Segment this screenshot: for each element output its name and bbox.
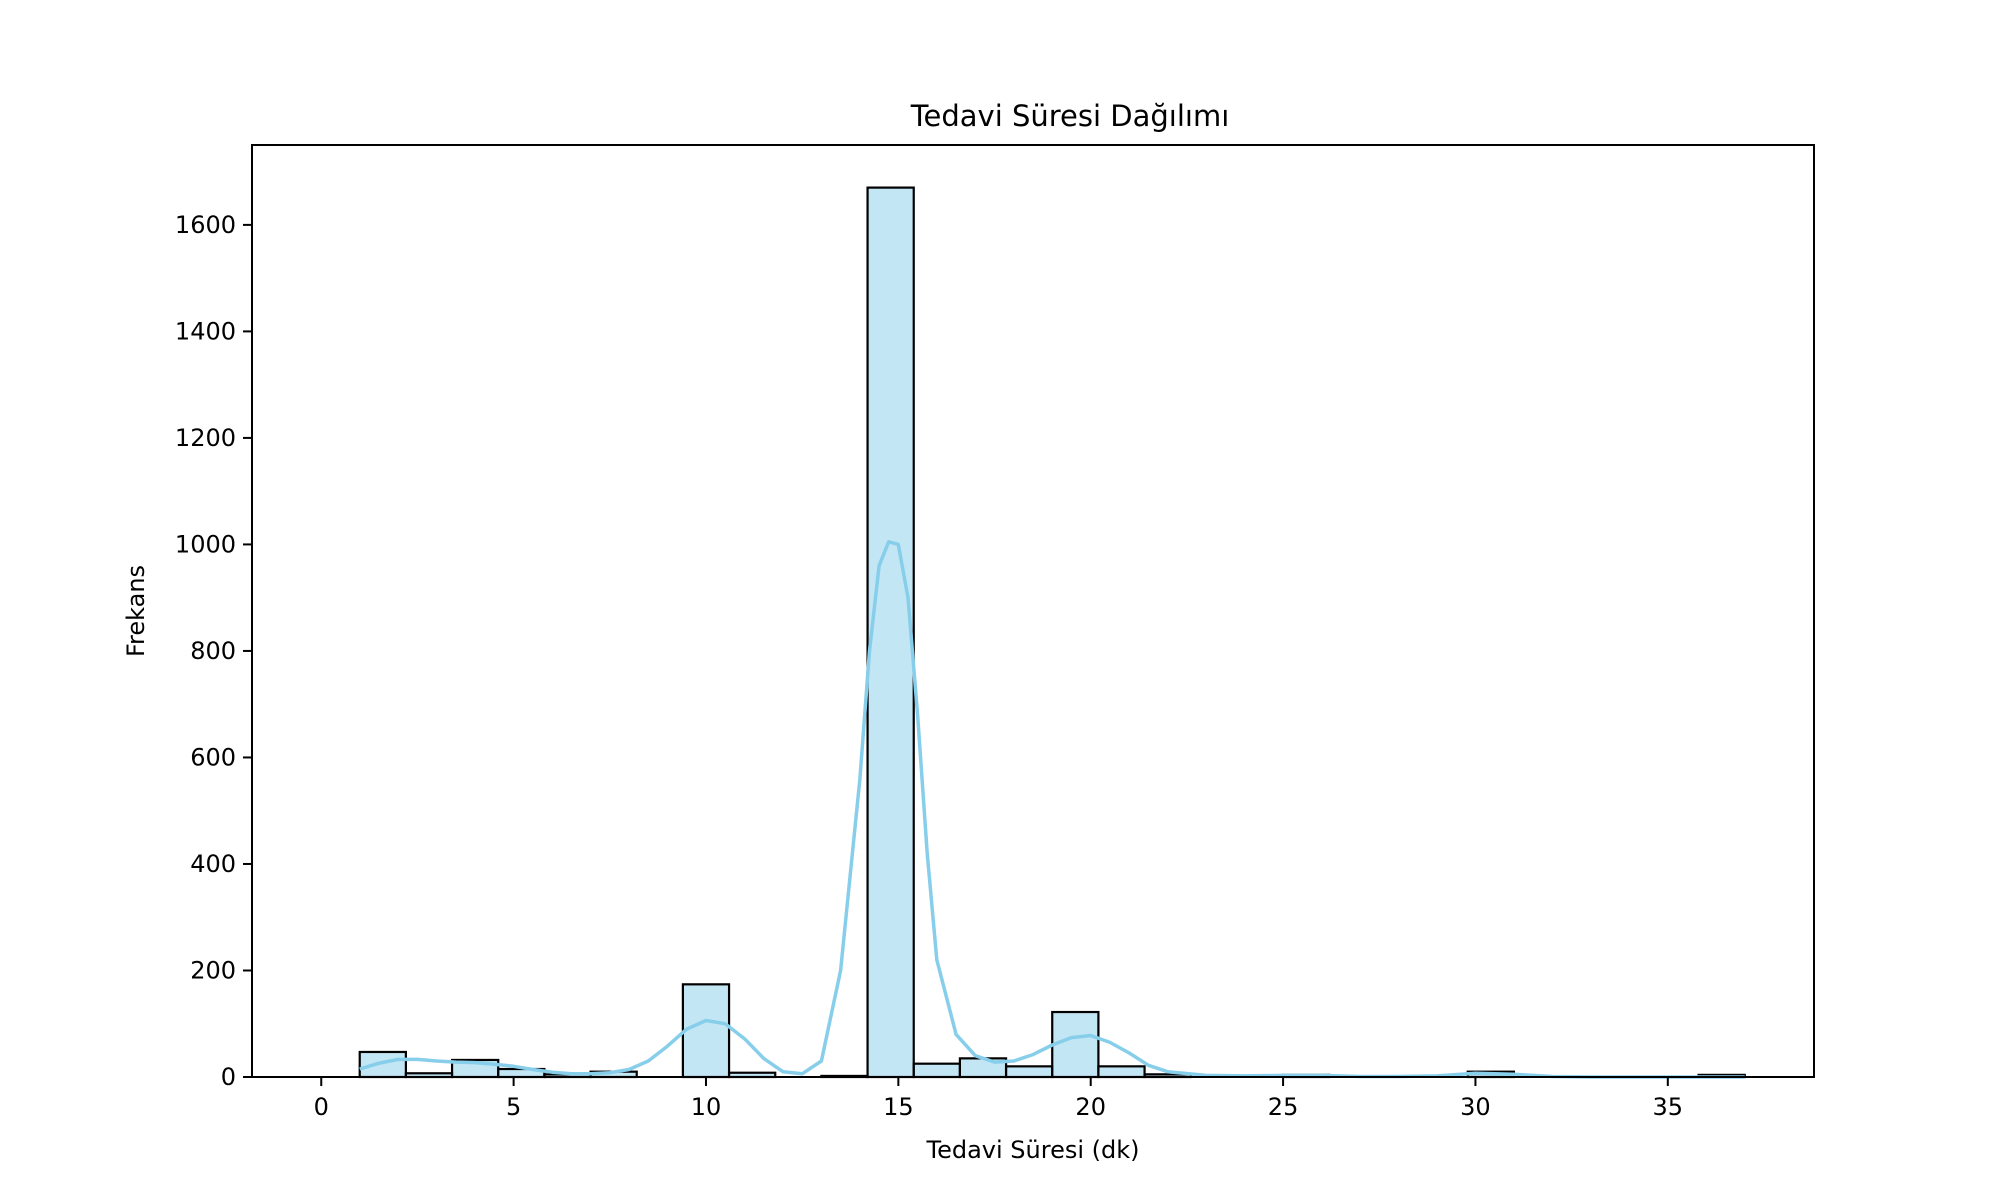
y-tick-label: 1600 <box>175 211 236 239</box>
y-tick-label: 400 <box>190 850 236 878</box>
x-tick-label: 10 <box>691 1093 722 1121</box>
y-tick-label: 0 <box>221 1063 236 1091</box>
x-tick-label: 25 <box>1268 1093 1299 1121</box>
x-tick-label: 30 <box>1460 1093 1491 1121</box>
histogram-bar <box>681 983 731 1079</box>
histogram-bar <box>866 186 915 1079</box>
histogram-bar <box>358 1050 407 1079</box>
x-tick-label: 0 <box>314 1093 329 1121</box>
y-tick-label: 600 <box>190 743 236 771</box>
histogram-bar <box>1051 1010 1100 1079</box>
x-tick-label: 15 <box>883 1093 914 1121</box>
y-tick-label: 1000 <box>175 530 236 558</box>
y-tick-label: 200 <box>190 956 236 984</box>
x-tick-label: 35 <box>1653 1093 1684 1121</box>
x-axis-label: Tedavi Süresi (dk) <box>926 1136 1140 1164</box>
x-tick-label: 20 <box>1075 1093 1106 1121</box>
x-axis-ticks: 0 5 10 15 20 25 30 35 <box>314 1077 1683 1121</box>
y-tick-label: 1400 <box>175 317 236 345</box>
y-tick-label: 800 <box>190 637 236 665</box>
histogram-bar <box>1004 1065 1054 1079</box>
plot-frame <box>251 144 1815 1078</box>
histogram-bar <box>1097 1065 1146 1079</box>
y-axis-ticks: 0 200 400 600 800 1000 1200 1400 1600 <box>175 211 252 1091</box>
histogram-bar <box>912 1062 962 1079</box>
chart-title: Tedavi Süresi Dağılımı <box>910 99 1230 133</box>
x-tick-label: 5 <box>506 1093 521 1121</box>
y-axis-label: Frekans <box>122 565 150 657</box>
y-tick-label: 1200 <box>175 424 236 452</box>
